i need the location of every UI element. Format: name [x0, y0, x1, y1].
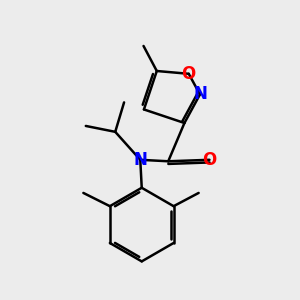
- Text: O: O: [182, 65, 196, 83]
- Text: N: N: [133, 151, 147, 169]
- Text: O: O: [202, 151, 217, 169]
- Text: N: N: [193, 85, 207, 103]
